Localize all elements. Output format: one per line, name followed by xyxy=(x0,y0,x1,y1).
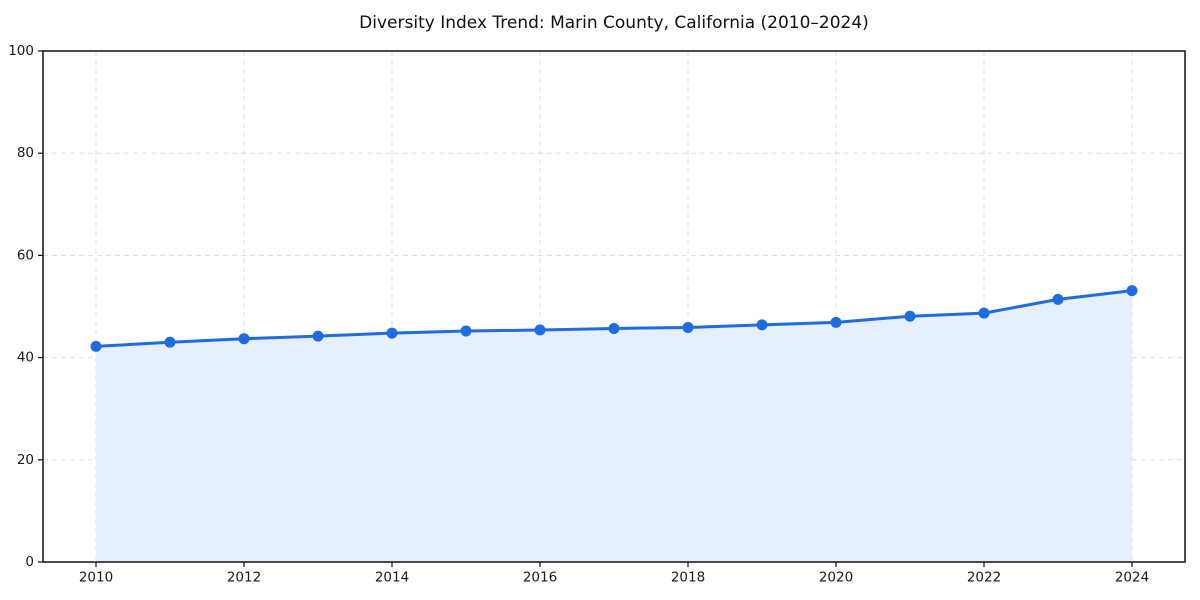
data-point-marker-2011 xyxy=(164,336,176,348)
x-tick-label: 2022 xyxy=(967,570,1001,586)
y-tick-label: 80 xyxy=(17,145,34,161)
data-point-marker-2018 xyxy=(682,321,694,333)
data-point-marker-2010 xyxy=(90,340,102,352)
plot-border xyxy=(42,50,1186,563)
data-point-marker-2017 xyxy=(608,322,620,334)
x-tick-label: 2010 xyxy=(79,570,113,586)
y-tick-label: 60 xyxy=(17,247,34,263)
x-tick-label: 2014 xyxy=(375,570,409,586)
data-point-marker-2015 xyxy=(460,325,472,337)
y-tick-label: 100 xyxy=(8,43,34,59)
area-fill xyxy=(96,290,1132,562)
data-point-marker-2020 xyxy=(830,316,842,328)
y-tick-label: 40 xyxy=(17,350,34,366)
data-point-marker-2021 xyxy=(904,310,916,322)
data-point-marker-2013 xyxy=(312,330,324,342)
y-tick-label: 20 xyxy=(17,452,34,468)
chart-title: Diversity Index Trend: Marin County, Cal… xyxy=(359,13,869,33)
y-tick-label: 0 xyxy=(25,554,34,570)
x-tick-label: 2012 xyxy=(227,570,261,586)
x-tick-label: 2016 xyxy=(523,570,557,586)
data-point-marker-2022 xyxy=(978,307,990,319)
data-point-marker-2012 xyxy=(238,333,250,345)
x-tick-label: 2024 xyxy=(1115,570,1149,586)
x-tick-label: 2020 xyxy=(819,570,853,586)
data-point-marker-2019 xyxy=(756,319,768,331)
x-tick-label: 2018 xyxy=(671,570,705,586)
data-point-marker-2024 xyxy=(1126,285,1138,297)
data-point-marker-2023 xyxy=(1052,293,1064,305)
data-point-marker-2014 xyxy=(386,327,398,339)
data-point-marker-2016 xyxy=(534,324,546,336)
